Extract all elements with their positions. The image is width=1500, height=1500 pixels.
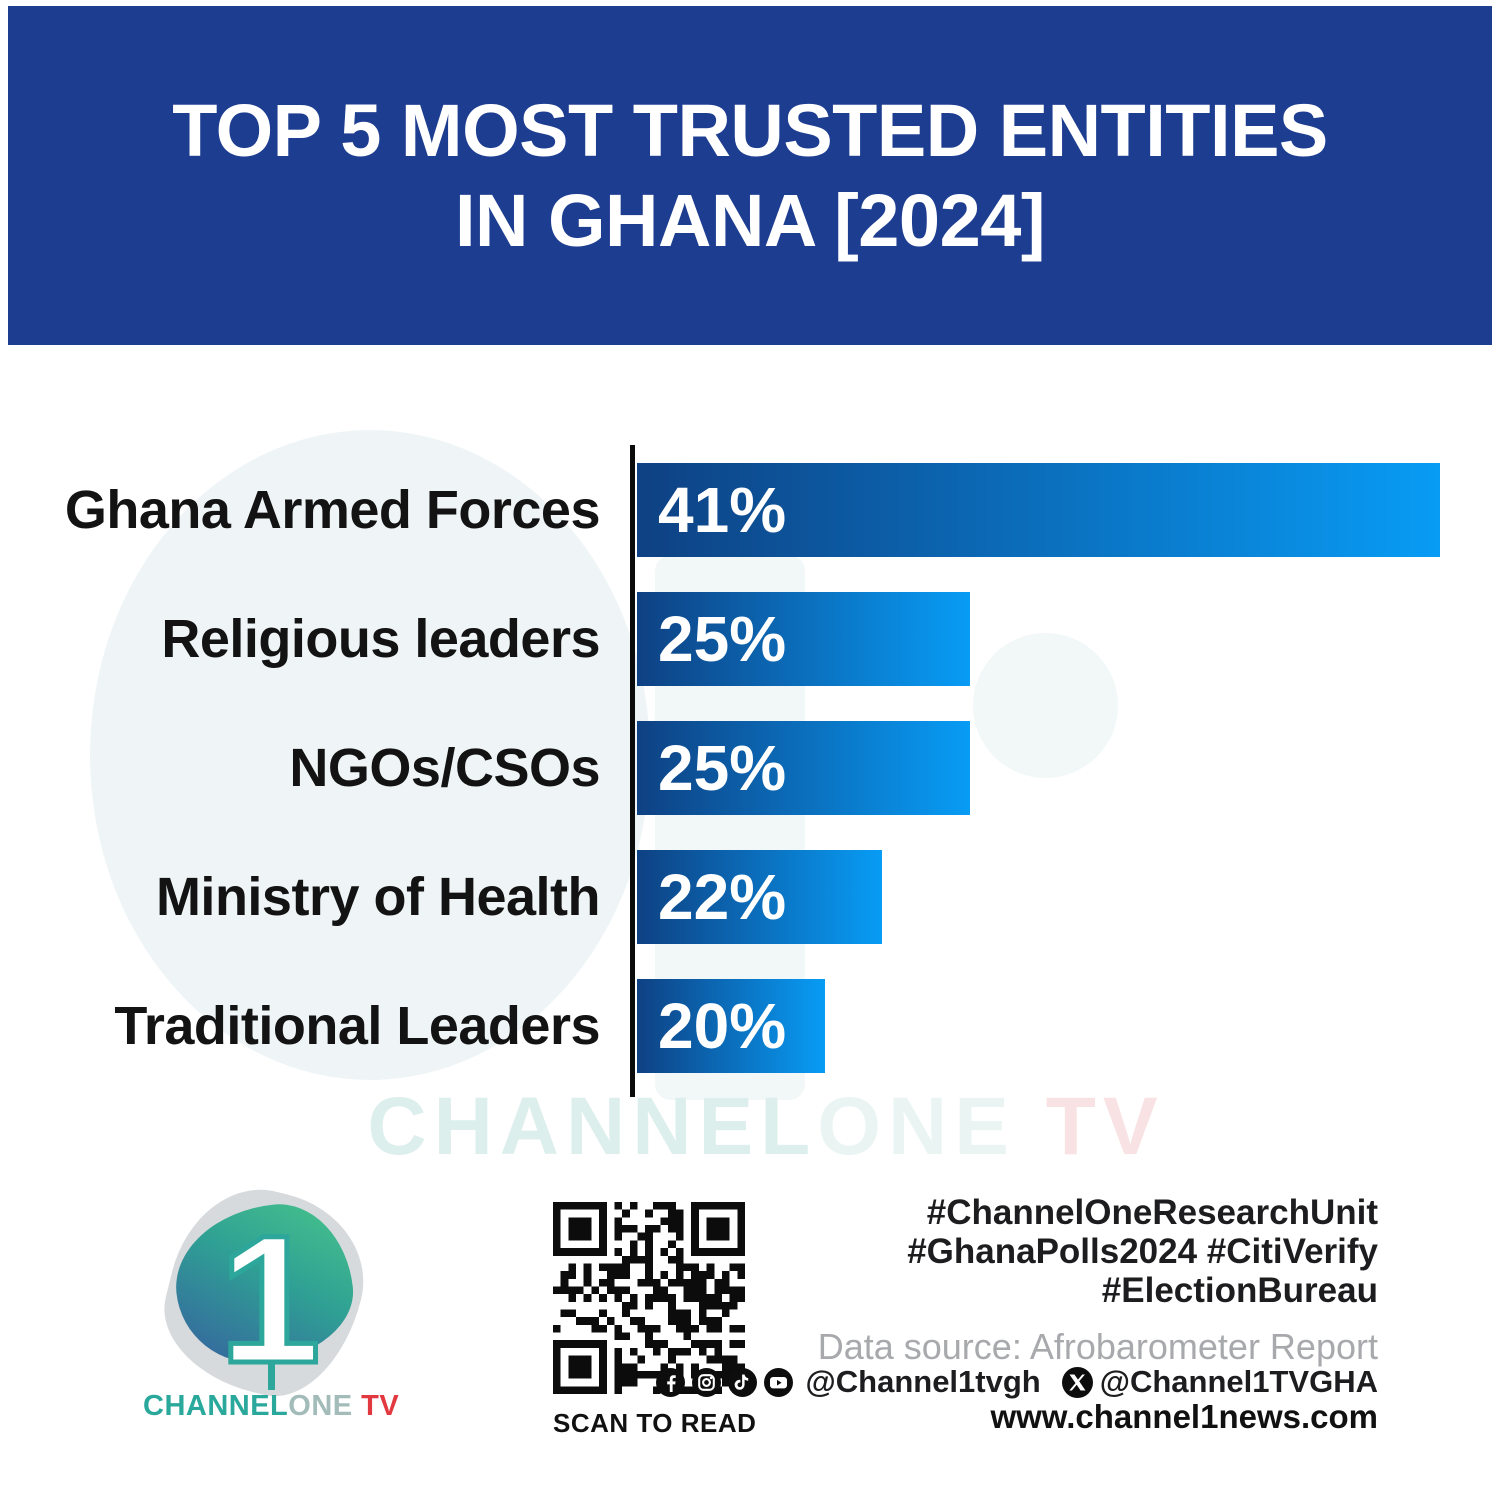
qr-code: [553, 1202, 745, 1394]
page-title-line2: IN GHANA [2024]: [454, 178, 1046, 262]
wordmark-tv: TV: [352, 1390, 400, 1422]
bar-value-label: 22%: [658, 861, 787, 933]
watermark-tv: TV: [1015, 1081, 1165, 1172]
website-url: www.channel1news.com: [990, 1398, 1378, 1435]
category-label: Ministry of Health: [155, 867, 601, 927]
category-label: NGOs/CSOs: [289, 738, 600, 798]
hashtags-block: #ChannelOneResearchUnit #GhanaPolls2024 #…: [907, 1193, 1378, 1310]
wordmark-channel: CHANNEL: [143, 1390, 289, 1422]
qr-caption: SCAN TO READ: [553, 1408, 757, 1438]
facebook-icon: [655, 1367, 685, 1397]
youtube-icon: [763, 1367, 793, 1397]
watermark-blob: [90, 430, 650, 1080]
page-title-line1: TOP 5 MOST TRUSTED ENTITIES: [172, 88, 1328, 172]
hashtag-line: #ChannelOneResearchUnit: [926, 1193, 1378, 1232]
social-handle-1: @Channel1tvgh: [805, 1364, 1041, 1399]
watermark-text: CHANNELONE TV: [367, 1086, 1164, 1168]
category-label: Religious leaders: [161, 609, 600, 669]
category-label: Traditional Leaders: [114, 996, 600, 1056]
watermark-circle: [973, 633, 1118, 778]
bar-value-label: 25%: [658, 603, 787, 675]
bar-2: 25%: [637, 592, 970, 686]
logo-numeral: 1: [217, 1197, 323, 1401]
header-banner: TOP 5 MOST TRUSTED ENTITIES IN GHANA [20…: [8, 6, 1492, 345]
bar-value-label: 25%: [658, 732, 787, 804]
social-row: @Channel1tvgh @Channel1TVGHA: [655, 1364, 1378, 1400]
bar-value-label: 20%: [658, 990, 787, 1062]
hashtag-line: #GhanaPolls2024 #CitiVerify: [907, 1232, 1378, 1271]
category-label: Ghana Armed Forces: [64, 480, 601, 540]
hashtag-line: #ElectionBureau: [1101, 1271, 1378, 1310]
watermark-one: ONE: [817, 1081, 1016, 1172]
bar-value-label: 41%: [658, 474, 787, 546]
bar-5: 20%: [637, 979, 825, 1073]
tiktok-icon: [727, 1367, 757, 1397]
bar-1: 41%: [637, 463, 1440, 557]
logo-one-stem: [268, 1348, 275, 1390]
bar-3: 25%: [637, 721, 970, 815]
watermark-channel: CHANNEL: [367, 1081, 818, 1172]
wordmark-one: ONE: [288, 1390, 353, 1422]
instagram-icon: [691, 1367, 721, 1397]
bar-4: 22%: [637, 850, 882, 944]
chart-axis: [630, 445, 635, 1097]
data-source-text: Data source: Afrobarometer Report: [817, 1326, 1378, 1367]
logo-wordmark: CHANNELONE TV: [143, 1392, 399, 1421]
x-icon: [1061, 1366, 1093, 1398]
social-handle-2: @Channel1TVGHA: [1099, 1364, 1378, 1399]
